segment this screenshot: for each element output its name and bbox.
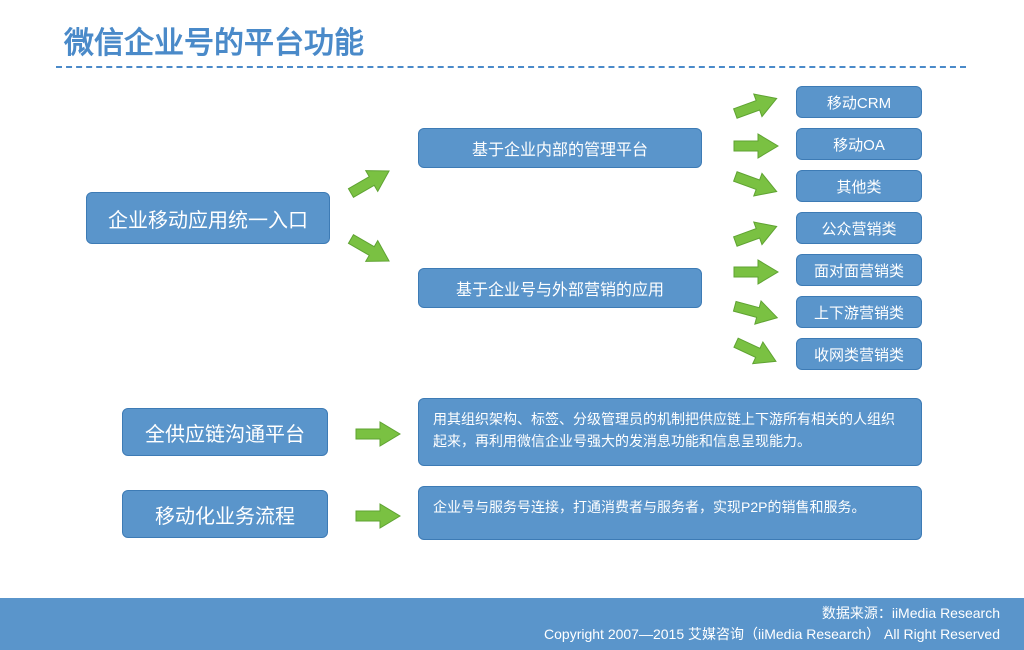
footer-source: 数据来源：iiMedia Research	[822, 603, 1000, 624]
node-root1: 企业移动应用统一入口	[86, 192, 330, 244]
footer-bar: 数据来源：iiMedia Research Copyright 2007—201…	[0, 598, 1024, 650]
arrow-7	[732, 298, 780, 326]
node-leaf1: 移动CRM	[796, 86, 922, 118]
node-leaf4: 公众营销类	[796, 212, 922, 244]
arrow-9	[354, 420, 402, 448]
arrow-2	[732, 92, 780, 120]
desc-d3: 企业号与服务号连接，打通消费者与服务者，实现P2P的销售和服务。	[418, 486, 922, 540]
arrow-6	[732, 258, 780, 286]
node-mid1: 基于企业内部的管理平台	[418, 128, 702, 168]
node-mid2: 基于企业号与外部营销的应用	[418, 268, 702, 308]
page-title: 微信企业号的平台功能	[64, 18, 364, 62]
node-leaf6: 上下游营销类	[796, 296, 922, 328]
node-leaf2: 移动OA	[796, 128, 922, 160]
node-leaf3: 其他类	[796, 170, 922, 202]
arrow-1	[346, 236, 394, 264]
node-root2: 全供应链沟通平台	[122, 408, 328, 456]
title-text: 微信企业号的平台功能	[64, 27, 364, 60]
node-leaf5: 面对面营销类	[796, 254, 922, 286]
arrow-0	[346, 168, 394, 196]
node-root3: 移动化业务流程	[122, 490, 328, 538]
footer-copyright: Copyright 2007—2015 艾媒咨询（iiMedia Researc…	[544, 624, 1000, 645]
arrow-10	[354, 502, 402, 530]
arrow-3	[732, 132, 780, 160]
node-leaf7: 收网类营销类	[796, 338, 922, 370]
title-divider	[56, 66, 966, 68]
arrow-8	[732, 338, 780, 366]
arrow-5	[732, 220, 780, 248]
arrow-4	[732, 170, 780, 198]
desc-d2: 用其组织架构、标签、分级管理员的机制把供应链上下游所有相关的人组织起来，再利用微…	[418, 398, 922, 466]
